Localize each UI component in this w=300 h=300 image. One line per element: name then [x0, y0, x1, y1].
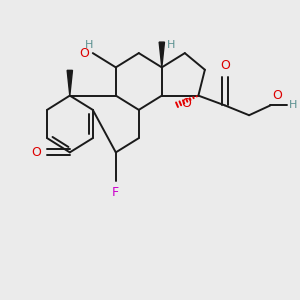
Text: O: O	[181, 98, 191, 110]
Text: F: F	[112, 186, 119, 199]
Text: O: O	[31, 146, 41, 159]
Text: O: O	[80, 46, 89, 60]
Text: H: H	[167, 40, 175, 50]
Polygon shape	[159, 42, 164, 68]
Text: O: O	[220, 59, 230, 72]
Text: H: H	[289, 100, 297, 110]
Text: H: H	[85, 40, 94, 50]
Polygon shape	[67, 70, 73, 96]
Text: O: O	[273, 89, 283, 102]
